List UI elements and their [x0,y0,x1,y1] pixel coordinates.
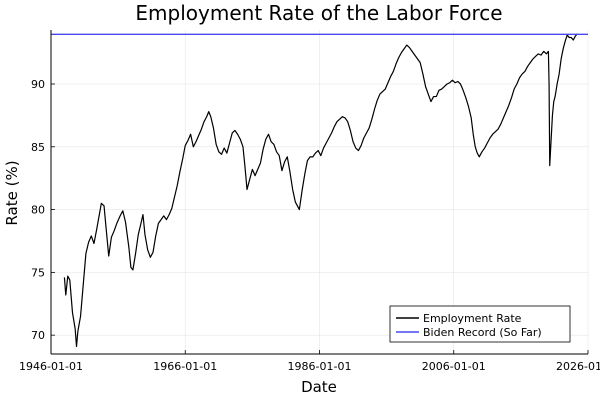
x-tick-label: 1946-01-01 [19,360,83,373]
grid-lines [50,30,589,354]
x-tick-label: 1966-01-01 [153,360,217,373]
legend-label-biden-record: Biden Record (So Far) [423,326,542,339]
y-axis-label: Rate (%) [3,160,21,225]
legend-box [389,305,571,343]
series-line-employment-rate [63,33,578,348]
axes [50,30,589,355]
y-tick-label: 75 [31,266,45,279]
series-layer [51,33,588,348]
x-axis-label: Date [301,378,337,396]
legend: Employment Rate Biden Record (So Far) [389,305,571,343]
x-tick-label: 1986-01-01 [288,360,352,373]
y-tick-label: 80 [31,204,45,217]
y-tick-label: 70 [31,329,45,342]
x-tick-label: 2026-01-01 [556,360,600,373]
chart-title: Employment Rate of the Labor Force [135,1,502,25]
tick-labels: 1946-01-01 1966-01-01 1986-01-01 2006-01-01… [19,78,600,373]
legend-label-employment-rate: Employment Rate [423,312,522,325]
y-tick-label: 90 [31,78,45,91]
y-tick-label: 85 [31,141,45,154]
x-tick-label: 2006-01-01 [422,360,486,373]
